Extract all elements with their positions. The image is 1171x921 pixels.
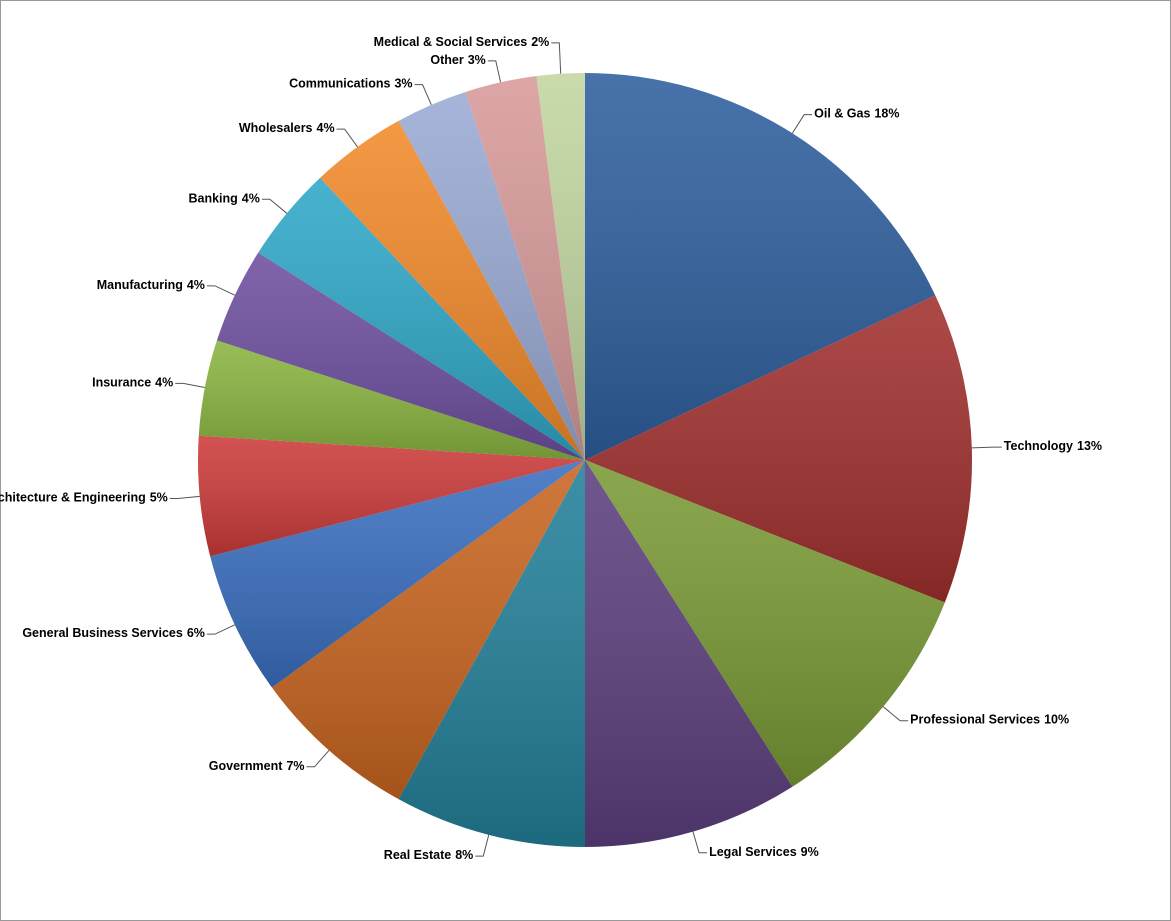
slice-value-label: 3% [468,53,486,67]
slice-category: Manufacturing [97,278,183,292]
pie [198,73,972,847]
slice-label: Other 3% [430,53,485,67]
slice-category: Architecture & Engineering [0,491,146,505]
slice-value-label: 2% [531,35,549,49]
slice-label: Banking 4% [188,192,259,206]
slice-category: Legal Services [709,845,797,859]
slice-category: Oil & Gas [814,107,870,121]
slice-category: Real Estate [384,848,451,862]
slice-category: Professional Services [910,713,1040,727]
leader-line [971,446,1002,449]
leader-line [692,831,708,854]
slice-value-label: 10% [1044,713,1069,727]
slice-value-label: 9% [801,845,819,859]
slice-value-label: 13% [1077,439,1102,453]
slice-label: Real Estate 8% [384,848,473,862]
leader-line [206,624,236,635]
slice-value-label: 4% [242,192,260,206]
leader-line [175,382,205,388]
slice-label: Technology 13% [1004,439,1102,453]
slice-value-label: 3% [394,77,412,91]
slice-category: Government [209,759,283,773]
slice-label: Government 7% [209,759,305,773]
slice-value-label: 5% [150,491,168,505]
slice-category: General Business Services [22,626,183,640]
slice-value-label: 6% [187,626,205,640]
slice-category: Technology [1004,439,1073,453]
leader-line [306,749,330,768]
slice-category: Banking [188,192,237,206]
slice-category: Other [430,53,463,67]
slice-category: Medical & Social Services [374,35,528,49]
slice-value-label: 4% [317,121,335,135]
leader-line [791,114,813,134]
leader-line [551,42,562,74]
slice-label: Professional Services 10% [910,713,1069,727]
leader-line [169,495,200,499]
slice-label: Manufacturing 4% [97,278,205,292]
slice-label: Architecture & Engineering 5% [0,491,168,505]
slice-category: Insurance [92,376,151,390]
slice-category: Wholesalers [239,121,313,135]
slice-value-label: 4% [155,376,173,390]
slice-label: General Business Services 6% [22,626,205,640]
slice-label: Wholesalers 4% [239,121,335,135]
leader-line [336,128,358,148]
labels: Oil & Gas 18% Technology 13% Professional Se… [0,35,1102,862]
slice-value-label: 4% [187,278,205,292]
slice-label: Insurance 4% [92,376,173,390]
slice-value-label: 8% [455,848,473,862]
leader-line [487,60,502,83]
slice-label: Legal Services 9% [709,845,819,859]
leader-line [882,706,909,722]
slice-label: Oil & Gas 18% [814,107,899,121]
slice-label: Communications 3% [289,77,412,91]
leader-line [261,198,288,214]
leader-line [414,84,432,106]
slice-category: Communications [289,77,390,91]
leader-line [206,285,236,296]
slice-label: Medical & Social Services 2% [374,35,550,49]
leader-line [475,834,490,857]
slice-value-label: 18% [874,107,899,121]
slice-value-label: 7% [286,759,304,773]
